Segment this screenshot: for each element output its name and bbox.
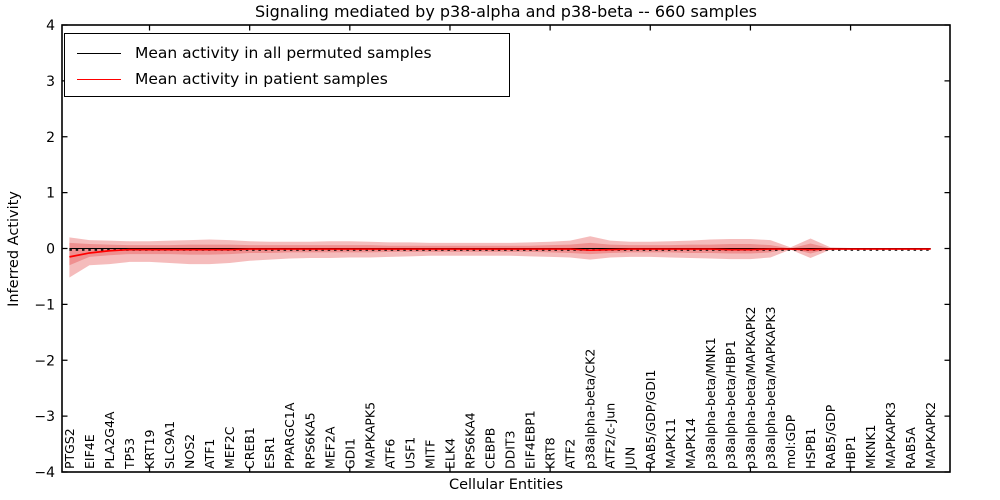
x-category-label: DDIT3 [503,430,518,469]
x-category-label: p38alpha-beta/MAPKAPK3 [763,307,778,470]
x-category-label: SLC9A1 [162,421,177,469]
legend-entry-patient: Mean activity in patient samples [77,66,509,92]
y-tick-label: 2 [46,130,55,146]
x-category-label: MAPKAPK2 [923,402,938,469]
x-category-label: p38alpha-beta/HBP1 [723,340,738,469]
x-category-label: MITF [422,440,437,469]
y-tick-label: 0 [46,242,55,258]
x-category-label: MAPK11 [663,418,678,469]
x-category-label: MEF2A [322,426,337,469]
x-category-label: ATF2 [563,439,578,469]
x-category-label: p38alpha-beta/MAPKAPK2 [743,307,758,470]
x-category-label: EIF4E [82,434,97,469]
patient-mean-line [69,248,931,258]
x-category-label: ESR1 [262,437,277,469]
x-category-label: MAPKAPK5 [362,402,377,469]
x-category-label: ELK4 [442,438,457,469]
x-category-label: RPS6KA5 [302,412,317,469]
x-category-label: RAB5/GDP [823,404,838,469]
x-category-label: TP53 [122,438,137,470]
x-category-label: CEBPB [483,428,498,469]
x-category-label: MAPK14 [683,418,698,469]
legend-label-patient: Mean activity in patient samples [135,70,388,88]
y-tick-label: 3 [46,74,55,90]
x-category-label: JUN [623,447,638,470]
x-category-label: RAB5/GDP/GDI1 [643,370,658,469]
y-tick-label: −1 [34,297,55,313]
chart-title: Signaling mediated by p38-alpha and p38-… [254,2,757,21]
confidence-band-permuted-spread-outer [69,236,931,278]
x-category-label: ATF6 [382,439,397,469]
x-category-label: KRT19 [142,429,157,469]
x-axis-label: Cellular Entities [448,477,564,493]
x-category-label: HSPB1 [803,428,818,469]
y-axis-label: Inferred Activity [6,191,22,307]
x-category-label: p38alpha-beta/CK2 [583,349,598,469]
x-category-label: mol:GDP [783,414,798,469]
x-category-label: PTGS2 [62,428,77,469]
x-category-label: RAB5A [903,427,918,469]
legend-label-permuted: Mean activity in all permuted samples [135,44,432,62]
x-category-label: HBP1 [843,436,858,469]
y-tick-label: 1 [46,186,55,202]
x-category-label: RPS6KA4 [463,412,478,469]
x-category-label: MEF2C [222,426,237,469]
x-category-label: CREB1 [242,427,257,469]
y-tick-label: −3 [34,409,55,425]
x-category-label: KRT8 [543,437,558,469]
x-category-label: ATF1 [202,439,217,469]
legend: Mean activity in all permuted samples Me… [64,33,510,97]
x-category-label: MAPKAPK3 [883,402,898,469]
x-category-label: USF1 [402,437,417,469]
x-category-label: p38alpha-beta/MNK1 [703,337,718,469]
y-tick-label: −4 [34,465,55,481]
x-category-label: EIF4EBP1 [523,410,538,469]
x-category-label: PLA2G4A [102,411,117,469]
legend-entry-permuted: Mean activity in all permuted samples [77,40,509,66]
y-tick-label: −2 [34,353,55,369]
permuted-line-swatch [77,52,121,54]
x-category-label: NOS2 [182,434,197,469]
y-tick-label: 4 [46,18,55,34]
x-category-label: GDI1 [342,438,357,469]
x-category-label: PPARGC1A [282,402,297,469]
x-category-label: MKNK1 [863,425,878,469]
patient-line-swatch [77,78,121,80]
x-category-label: ATF2/c-Jun [603,403,618,469]
